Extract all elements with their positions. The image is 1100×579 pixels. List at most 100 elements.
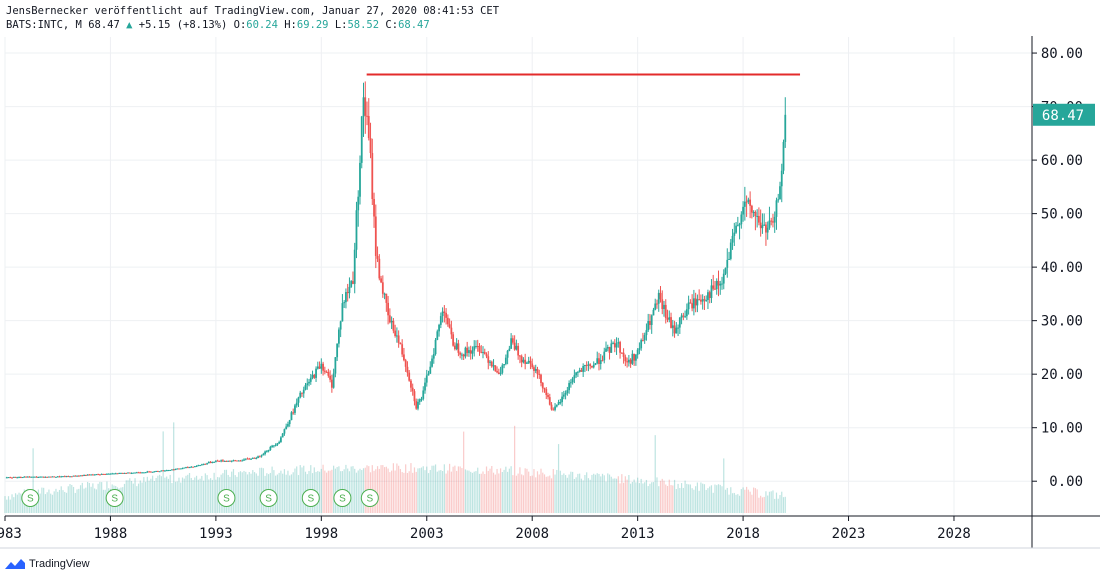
candle-body [294,405,296,413]
candle-body [246,458,249,460]
candle-body [367,116,370,139]
candle-body [652,309,655,316]
candle-body [480,351,483,353]
volume-bar [542,472,544,513]
y-tick-label: 80.00 [1041,46,1083,62]
volume-bar [768,491,771,513]
candle-body [587,364,590,366]
candle-body [538,373,541,375]
volume-bar [204,473,206,513]
candle-body [401,344,404,355]
candle-body [557,402,560,405]
y-tick-label: 10.00 [1041,421,1083,437]
volume-bar [429,470,431,513]
candle-body [267,449,270,452]
volume-bar [473,471,475,513]
volume-bar [777,498,779,513]
volume-bar [58,489,61,513]
volume-bar [181,477,184,513]
candle-body [483,351,486,355]
candle-body [410,380,412,388]
volume-bar [236,476,238,513]
candle-body [634,354,637,361]
candle-body [290,412,293,421]
candle-body [209,462,212,464]
y-tick-label: 40.00 [1041,260,1083,276]
candle-body [445,312,447,318]
volume-bar [666,485,669,513]
volume-bar [596,473,598,513]
candle-body [434,339,437,355]
volume-bar [742,487,744,513]
volume-bar [71,484,73,513]
candle-body [462,354,465,357]
volume-bar [412,472,414,513]
candle-body [685,309,688,317]
candle-body [589,364,592,367]
candle-body [387,302,390,316]
candle-body [130,473,133,475]
candle-body [455,343,458,350]
volume-bar [784,496,786,513]
candle-body [185,467,187,469]
candle-body [763,224,766,226]
dividend-marker-icon [333,489,352,507]
volume-bar [717,484,720,513]
volume-bar [489,468,491,513]
volume-bar [255,473,257,513]
volume-bar [733,492,735,513]
volume-bar [498,473,500,513]
volume-bar [642,483,644,513]
volume-bar [78,488,80,513]
volume-bar [417,468,419,513]
volume-bar [547,476,549,513]
candle-body [450,327,453,335]
candle-body [457,343,460,353]
candle-body [77,475,80,477]
candle-body [169,469,172,471]
volume-bar [408,471,410,513]
volume-bar [410,463,412,513]
symbol-label[interactable]: BATS:INTC, M [6,19,82,31]
volume-bar [123,483,126,513]
candle-body [501,365,504,373]
candle-body [513,342,516,350]
high-value: 69.29 [296,19,329,31]
candle-body [552,409,555,411]
volume-bar [543,474,546,513]
volume-bar [507,471,509,513]
volume-bar [587,478,590,513]
candle-body [33,476,36,478]
tradingview-logo[interactable]: TradingView [4,556,90,572]
volume-bar [299,465,301,513]
candle-body [135,472,138,474]
volume-bar [600,476,602,513]
volume-bar [628,475,630,513]
volume-bar [375,469,377,513]
dividend-marker-icon [105,489,124,507]
volume-bar [652,482,655,513]
candle-body [121,472,124,474]
candle-body [125,472,128,474]
volume-bar [62,490,64,513]
candle-body [779,186,781,200]
volume-bar [422,466,424,513]
x-tick-label: 2023 [832,526,866,542]
candle-body [756,215,759,217]
candle-body [663,304,665,310]
candle-body [153,471,156,473]
candle-body [594,363,597,365]
candle-body [404,360,407,367]
publish-info: JensBernecker veröffentlicht auf Trading… [6,5,500,17]
candle-body [436,331,439,340]
candle-body [575,372,578,376]
volume-bar [747,489,749,513]
candle-body [272,445,275,447]
volume-bar [564,475,567,513]
volume-bar [668,479,670,513]
candle-body [139,472,142,474]
volume-bar [317,471,319,513]
candle-body [654,303,657,310]
volume-bar [90,486,92,513]
